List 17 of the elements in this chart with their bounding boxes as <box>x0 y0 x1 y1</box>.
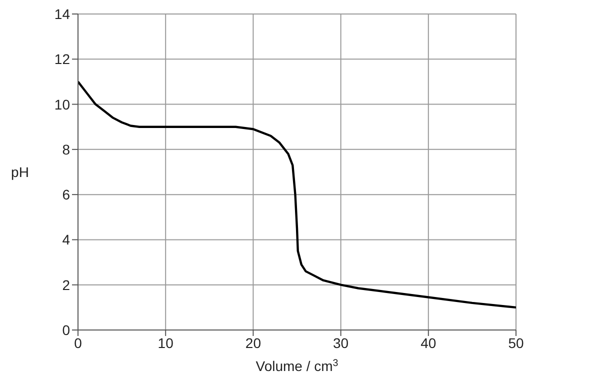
y-tick-label: 10 <box>54 96 70 112</box>
y-tick-label: 8 <box>62 141 70 158</box>
y-tick-label: 0 <box>62 322 70 338</box>
x-tick-label: 0 <box>74 334 82 351</box>
y-tick-label: 4 <box>62 232 70 248</box>
line-series <box>78 80 516 309</box>
x-tick-label: 20 <box>245 334 262 351</box>
x-tick-label: 50 <box>508 334 524 351</box>
x-tick-label: 30 <box>333 334 349 351</box>
y-axis-title: pH <box>11 164 29 180</box>
y-tick-label: 2 <box>62 276 70 293</box>
y-tick-label: 14 <box>54 6 70 22</box>
x-tick-label: 10 <box>158 334 174 351</box>
y-tick-label: 6 <box>62 186 70 203</box>
x-axis-title: Volume / cm$^{3}$ <box>256 358 339 374</box>
x-tick-label: 40 <box>420 334 436 351</box>
y-tick-label: 12 <box>54 51 70 68</box>
